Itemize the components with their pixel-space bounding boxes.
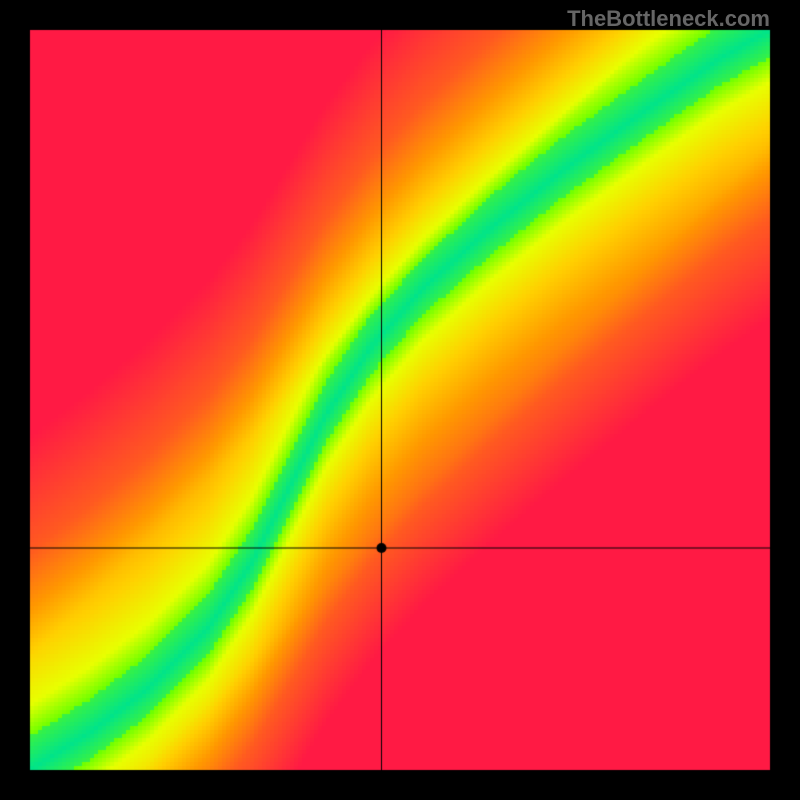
chart-container: TheBottleneck.com	[0, 0, 800, 800]
watermark-text: TheBottleneck.com	[567, 6, 770, 32]
heatmap-canvas	[0, 0, 800, 800]
